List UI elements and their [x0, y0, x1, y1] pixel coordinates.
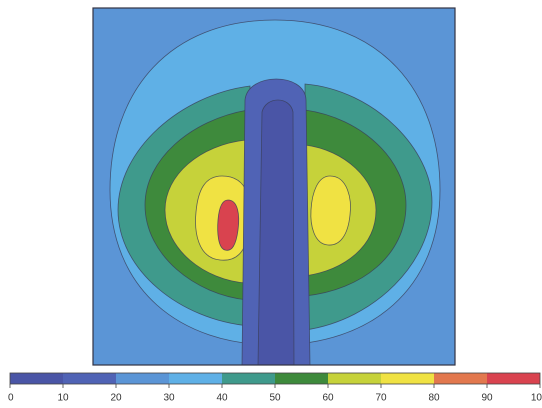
colorbar-swatch — [487, 373, 540, 384]
contour-plot — [93, 8, 455, 365]
colorbar-tick-label: 90 — [481, 393, 493, 404]
colorbar-tick-label: 30 — [163, 393, 175, 404]
colorbar-tick-label: 40 — [216, 393, 228, 404]
colorbar-tick-label: 10 — [57, 393, 69, 404]
colorbar-tick-label: 50 — [269, 393, 281, 404]
colorbar-swatch — [63, 373, 116, 384]
contour-region — [217, 199, 240, 251]
colorbar-swatch — [10, 373, 63, 384]
colorbar-swatch — [116, 373, 169, 384]
colorbar-tick-label: 70 — [375, 393, 387, 404]
contour-region — [310, 175, 351, 246]
contour-region — [257, 99, 295, 365]
colorbar-swatch — [381, 373, 434, 384]
colorbar-tick-label: 80 — [428, 393, 440, 404]
colorbar-tick-label: 60 — [322, 393, 334, 404]
colorbar-tick-label: 10 — [531, 393, 542, 404]
colorbar-swatch — [275, 373, 328, 384]
colorbar-swatch — [434, 373, 487, 384]
colorbar: 0 10 20 30 40 50 60 70 80 90 10 — [8, 372, 542, 404]
plot-frame — [92, 7, 456, 366]
colorbar-tick-label: 20 — [110, 393, 122, 404]
colorbar-swatch — [169, 373, 222, 384]
colorbar-swatch — [222, 373, 275, 384]
colorbar-swatch — [328, 373, 381, 384]
colorbar-tick-label: 0 — [8, 393, 14, 404]
